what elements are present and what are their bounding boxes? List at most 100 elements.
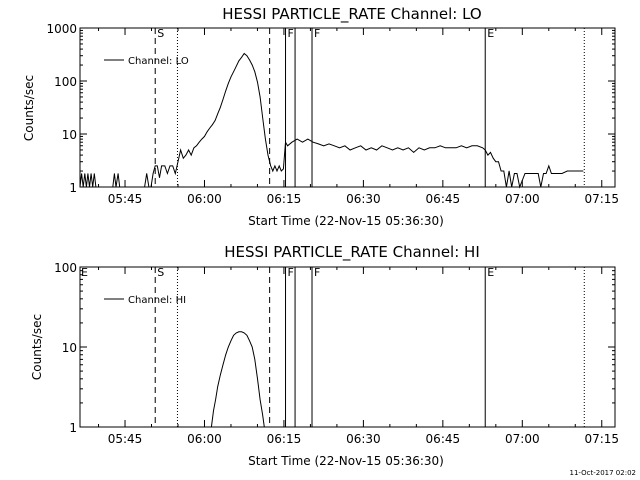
chart-lo-data-point — [543, 173, 544, 174]
chart-lo-data-point — [81, 173, 82, 174]
chart-lo-xtick-label: 06:00 — [187, 192, 222, 206]
chart-hi-data-point — [262, 415, 264, 416]
chart-lo-xtick-label: 06:15 — [267, 192, 302, 206]
chart-lo-data-point — [339, 147, 340, 149]
chart-lo-data-point — [177, 161, 179, 162]
chart-lo-data-point — [262, 117, 264, 119]
chart-lo-data-point — [161, 165, 162, 167]
chart-hi-ytick-label: 100 — [54, 261, 77, 275]
chart-lo-data-point — [214, 120, 216, 121]
chart-lo-legend: Channel: LO — [104, 56, 189, 67]
chart-lo-data-point — [90, 173, 92, 174]
chart-lo-data-point — [228, 83, 229, 84]
chart-lo-marker-label: E — [487, 27, 494, 40]
chart-lo-data-point — [87, 173, 89, 174]
chart-hi-marker-label: F — [314, 266, 320, 279]
chart-lo-data-point — [204, 136, 205, 137]
chart-lo-data-point — [144, 186, 145, 188]
chart-lo-xtick-label: 07:15 — [584, 192, 619, 206]
chart-hi-data-point — [246, 335, 248, 336]
chart-lo-data-point — [246, 55, 248, 56]
chart-hi-legend: Channel: HI — [104, 295, 186, 306]
chart-lo-data-point — [148, 186, 150, 188]
chart-lo-data-point — [471, 145, 473, 147]
chart-lo-data-point — [276, 170, 278, 172]
chart-lo-data-point — [296, 138, 298, 140]
chart-lo-data-point — [95, 186, 97, 188]
chart-hi-data-point — [222, 364, 224, 366]
chart-lo-data-point — [281, 170, 282, 172]
chart-lo-data-point — [243, 53, 245, 54]
chart-lo-data-point — [508, 170, 510, 172]
chart-lo-data-point — [225, 90, 226, 92]
chart-lo-data-point — [198, 141, 200, 143]
chart-hi-xtick-label: 07:00 — [505, 432, 540, 446]
chart-lo-data-point — [212, 124, 213, 125]
chart-hi-data-point — [259, 399, 261, 400]
chart-lo-data-point — [503, 170, 505, 172]
chart-lo-data-point — [434, 147, 436, 149]
chart-lo-series-line — [79, 52, 584, 189]
chart-lo-data-point — [209, 127, 211, 129]
chart-lo-data-point — [285, 141, 286, 143]
chart-lo-data-point — [287, 145, 288, 147]
chart-hi-corner-label: E — [81, 266, 88, 279]
chart-lo-data-point — [175, 173, 176, 174]
chart-lo-data-point — [188, 149, 189, 151]
chart-lo-marker-label: F — [314, 27, 320, 40]
chart-lo-data-point — [424, 149, 425, 151]
chart-lo-data-point — [249, 59, 250, 61]
chart-hi-data-point — [213, 410, 214, 412]
chart-hi-data-point — [257, 378, 258, 380]
chart-lo-data-point — [360, 145, 362, 147]
chart-lo-data-point — [270, 165, 272, 167]
chart-lo-data-point — [257, 81, 258, 83]
chart-lo-data-point — [152, 173, 154, 174]
chart-hi-frame — [79, 266, 616, 428]
chart-hi-data-point — [228, 346, 229, 348]
chart-lo-data-point — [302, 141, 303, 143]
chart-lo-data-point — [495, 161, 497, 162]
chart-lo-data-point — [556, 173, 557, 174]
chart-hi-data-point — [233, 335, 234, 336]
chart-lo-data-point — [92, 186, 93, 188]
chart-lo-data-point — [482, 147, 483, 149]
chart-lo-data-point — [190, 154, 192, 156]
chart-lo-data-point — [548, 165, 550, 167]
chart-lo-data-point — [172, 165, 173, 167]
chart-lo-data-point — [365, 149, 367, 151]
chart-hi-xtick-label: 05:45 — [108, 432, 143, 446]
chart-lo-data-point — [318, 143, 319, 145]
chart-lo-data-point — [529, 173, 531, 174]
chart-lo-data-point — [236, 65, 237, 67]
chart-lo-data-point — [334, 145, 335, 147]
chart-lo-data-point — [349, 149, 351, 151]
chart-lo-title: HESSI PARTICLE_RATE Channel: LO — [222, 5, 481, 24]
chart-hi-legend-label: Channel: HI — [128, 295, 186, 306]
chart-lo-data-point — [206, 131, 208, 133]
chart-hi-xtick-label: 06:00 — [187, 432, 222, 446]
chart-lo-data-point — [455, 147, 457, 149]
chart-hi-series-line — [210, 331, 265, 428]
chart-lo-data-point — [97, 186, 98, 188]
chart-lo-data-point — [265, 138, 266, 140]
chart-hi-data-point — [220, 374, 221, 376]
chart-hi-data-point — [254, 359, 256, 360]
chart-lo-data-point — [487, 154, 489, 156]
chart-hi-marker-label: S — [157, 266, 164, 279]
chart-lo-xlabel: Start Time (22-Nov-15 05:36:30) — [248, 214, 444, 228]
chart-lo-data-point — [397, 147, 399, 149]
chart-lo-data-point — [157, 165, 158, 167]
chart-lo-data-point — [461, 145, 462, 147]
chart-lo-data-point — [413, 152, 415, 153]
chart-lo-data-point — [251, 64, 253, 66]
chart-lo-data-point — [154, 165, 156, 167]
chart-lo-data-point — [519, 186, 520, 188]
chart-lo-data-point — [217, 113, 218, 115]
chart-hi-ylabel: Counts/sec — [30, 314, 44, 380]
chart-lo-frame — [79, 27, 616, 188]
chart-hi-ytick-label: 1 — [69, 421, 77, 435]
chart-lo-data-point — [241, 57, 242, 58]
chart-hi-xtick-label: 07:15 — [584, 432, 619, 446]
